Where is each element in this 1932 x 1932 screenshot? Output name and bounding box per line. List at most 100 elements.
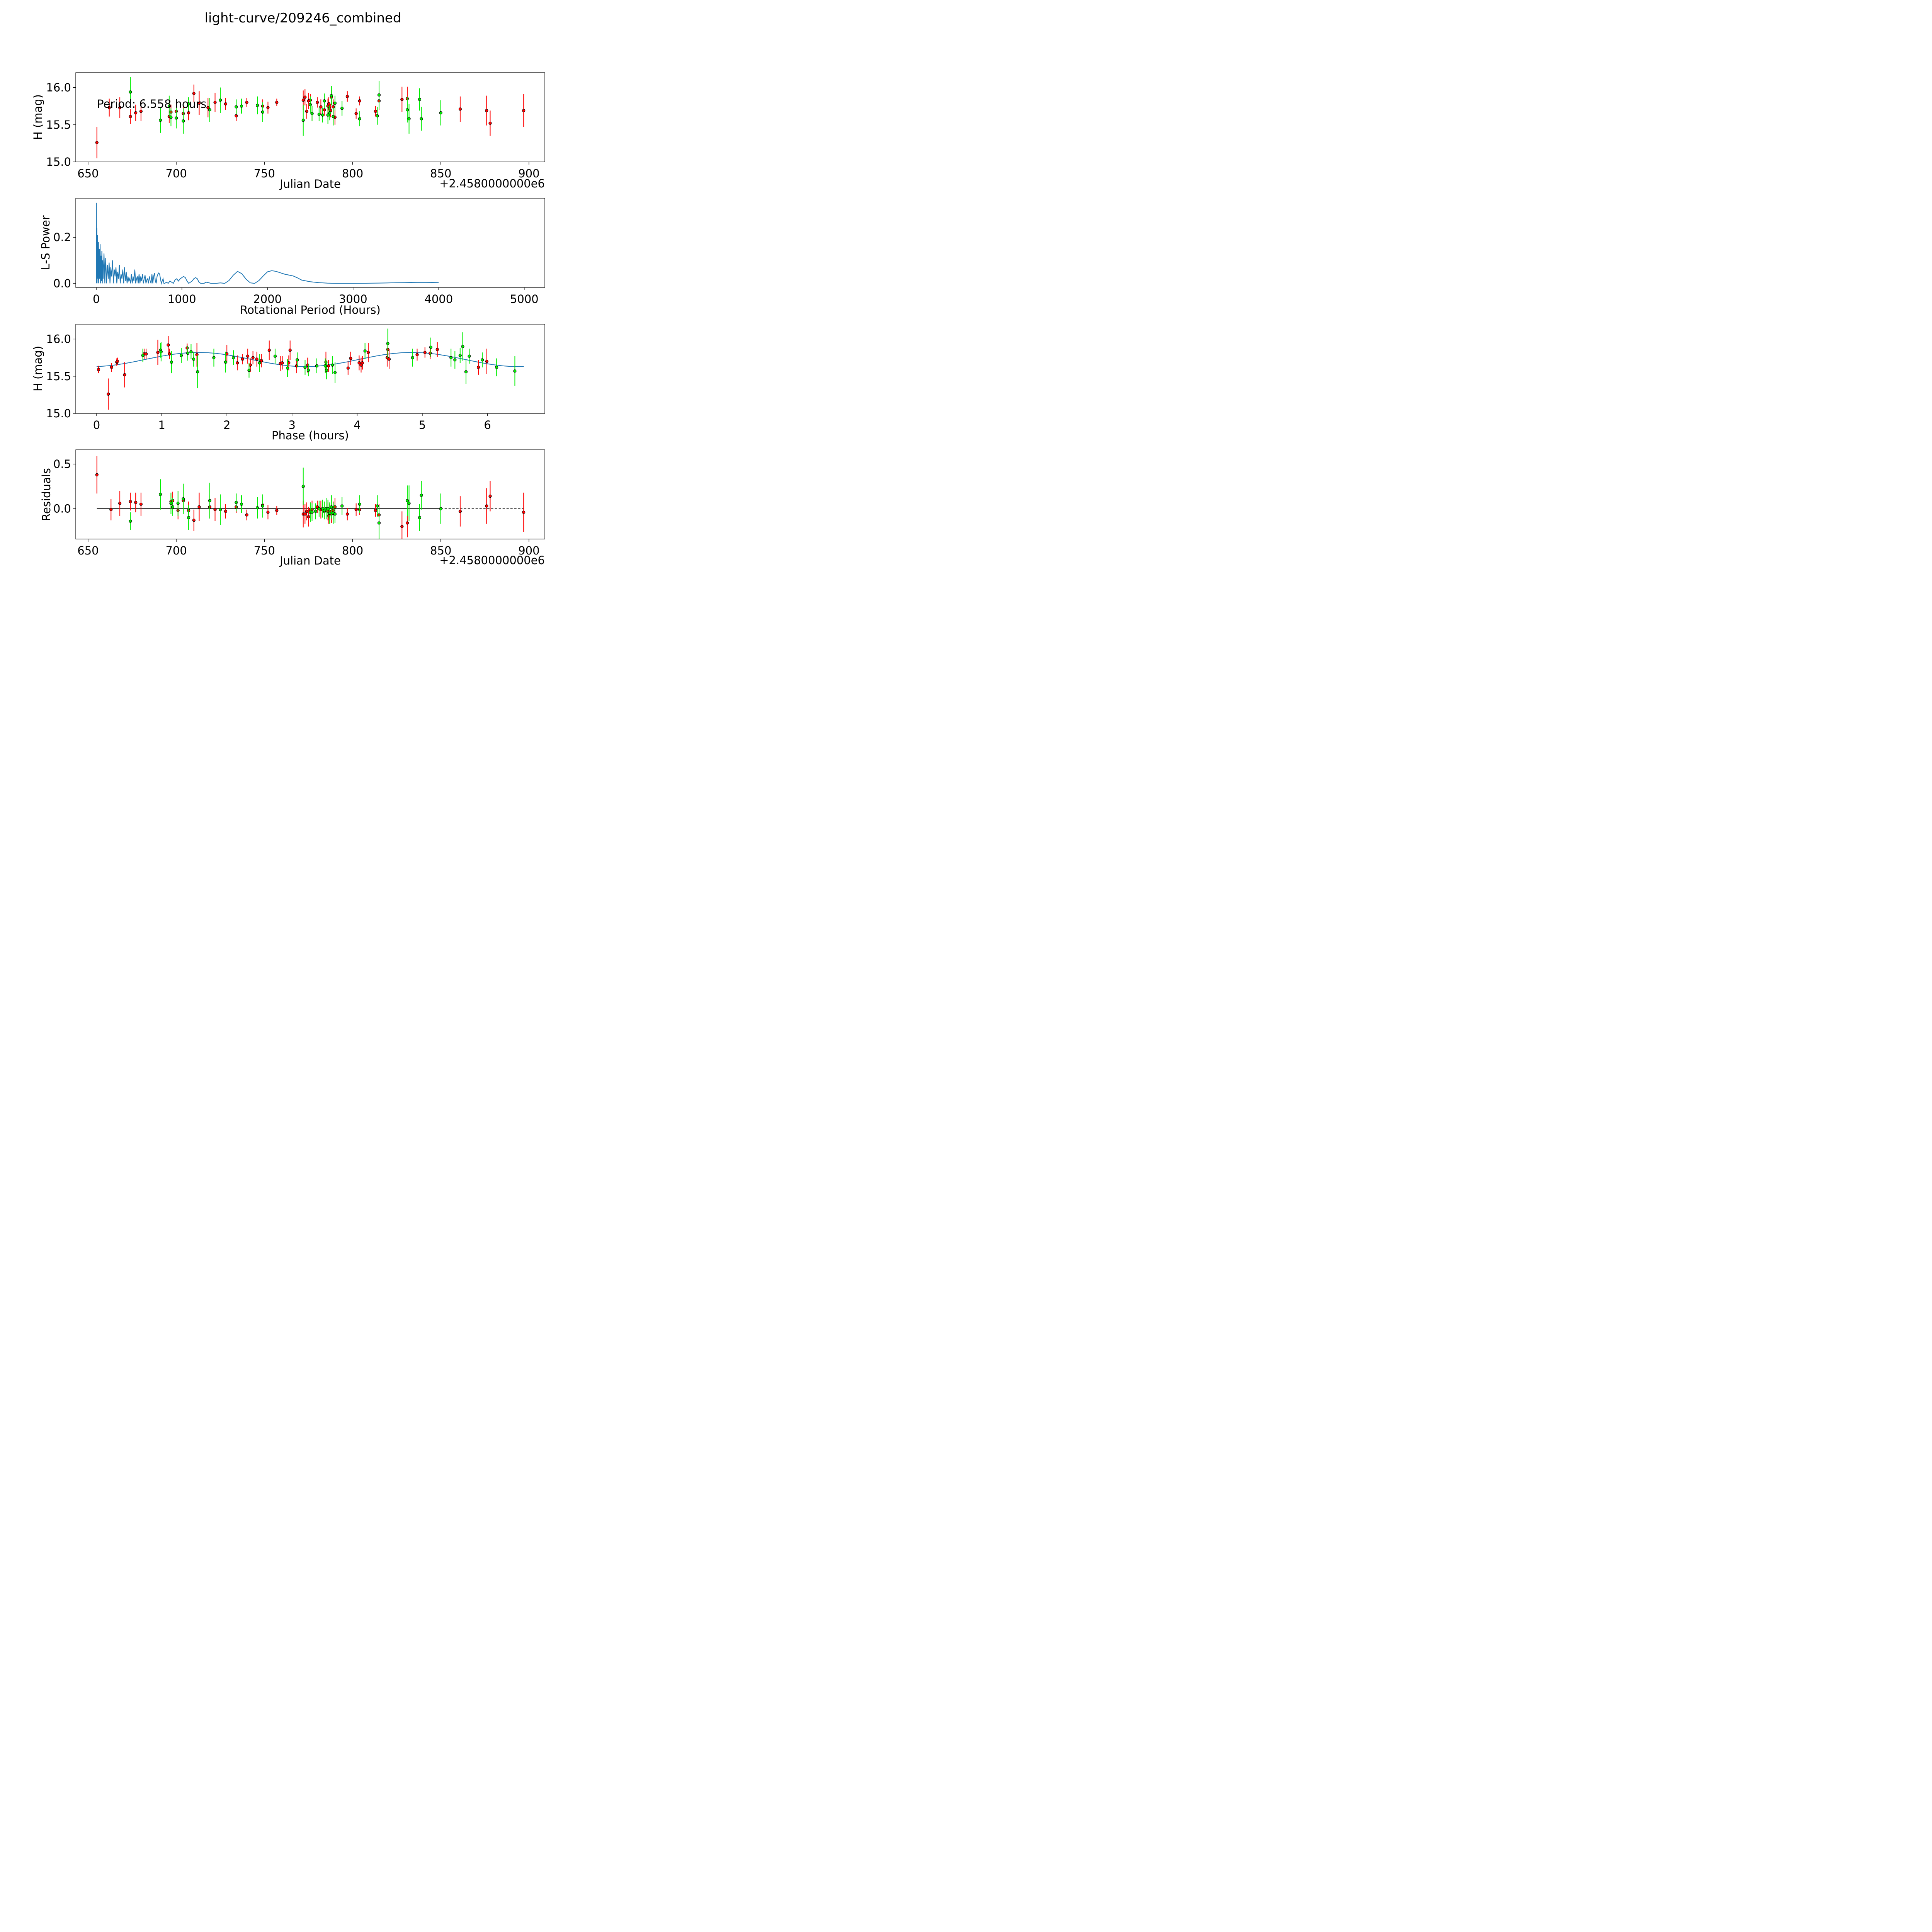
phase-green-point xyxy=(303,366,307,369)
lightcurve-green-point xyxy=(376,114,379,117)
residuals-panel: 650 700 750 800 850 900 0.0 0.5 Julian Date Res… xyxy=(40,449,545,567)
lightcurve-red-point xyxy=(485,109,488,112)
lightcurve-red-point xyxy=(316,100,319,104)
residuals-red-point xyxy=(488,495,492,498)
residuals-red-point xyxy=(129,500,132,503)
phase-x-tick-label: 6 xyxy=(484,418,491,432)
periodogram-series-line xyxy=(96,202,439,285)
lightcurve-x-tick-label: 850 xyxy=(430,167,451,180)
phase-x-tick-label: 5 xyxy=(419,418,426,432)
period-annotation: Period: 6.558 hours xyxy=(97,97,206,111)
phase-red-point xyxy=(423,351,427,354)
lightcurve-red-point xyxy=(303,95,307,99)
phase-red-point xyxy=(97,368,100,371)
lightcurve-green-point xyxy=(169,116,173,119)
residuals-red-point xyxy=(197,505,201,509)
lightcurve-green-point xyxy=(439,111,442,115)
residuals-green-point xyxy=(169,502,173,505)
lightcurve-y-tick-label: 15.5 xyxy=(46,118,71,131)
phase-y-axis-label: H (mag) xyxy=(31,346,44,391)
residuals-axes: 650 700 750 800 850 900 0.0 0.5 xyxy=(53,449,545,557)
lightcurve-green-point xyxy=(182,119,185,123)
lightcurve-green-point xyxy=(333,101,337,105)
residuals-red-point xyxy=(458,510,462,513)
residuals-x-tick-label: 650 xyxy=(77,544,99,557)
periodogram-panel: 0 1000 2000 3000 4000 5000 0.0 0.2 Rotational P… xyxy=(39,198,545,316)
residuals-marks xyxy=(95,456,526,539)
lightcurve-green-point xyxy=(407,117,411,121)
phase-green-point xyxy=(468,354,471,358)
phase-red-point xyxy=(123,373,126,377)
periodogram-x-tick-label: 1000 xyxy=(168,293,196,306)
phase-frame xyxy=(75,324,545,414)
periodogram-x-axis-label: Rotational Period (Hours) xyxy=(240,303,381,316)
phase-green-point xyxy=(323,364,327,367)
phase-red-point xyxy=(167,343,170,347)
phase-green-point xyxy=(170,361,173,364)
lightcurve-y-axis-label: H (mag) xyxy=(31,94,44,140)
residuals-red-point xyxy=(213,508,217,511)
periodogram-y-tick-label: 0.0 xyxy=(53,277,71,290)
lightcurve-red-point xyxy=(118,106,122,109)
residuals-green-point xyxy=(158,493,162,496)
residuals-green-point xyxy=(129,519,132,523)
residuals-green-point xyxy=(240,502,243,506)
lightcurve-red-point xyxy=(345,95,349,98)
lightcurve-green-point xyxy=(235,105,238,109)
lightcurve-red-point xyxy=(235,114,238,117)
residuals-red-point xyxy=(275,509,279,512)
phase-green-point xyxy=(513,369,517,373)
phase-red-point xyxy=(361,361,364,365)
periodogram-y-tick-label: 0.2 xyxy=(53,231,71,244)
lightcurve-green-point xyxy=(261,110,264,114)
residuals-red-point xyxy=(405,521,409,525)
lightcurve-red-point xyxy=(323,108,326,112)
periodogram-x-tick-label: 0 xyxy=(93,293,100,306)
phase-x-tick-label: 1 xyxy=(158,418,165,432)
phase-marks xyxy=(96,328,524,410)
lightcurve-red-point xyxy=(134,111,138,115)
phase-x-tick-label: 0 xyxy=(93,418,100,432)
lightcurve-axes: 650 700 750 800 850 900 15.0 15.5 16.0 xyxy=(46,72,545,180)
residuals-green-point xyxy=(187,516,190,519)
phase-green-point xyxy=(458,354,462,357)
residuals-x-tick-label: 700 xyxy=(165,544,187,557)
residuals-x-tick-label: 900 xyxy=(518,544,539,557)
lightcurve-red-point xyxy=(301,99,305,102)
lightcurve-red-point xyxy=(488,121,492,125)
lightcurve-red-point xyxy=(458,107,462,111)
phase-plot-area xyxy=(96,328,524,410)
residuals-red-point xyxy=(192,519,196,522)
residuals-red-point xyxy=(374,509,377,512)
residuals-red-point xyxy=(485,504,488,508)
residuals-red-point xyxy=(266,510,270,514)
phase-green-point xyxy=(186,351,190,355)
lightcurve-green-point xyxy=(420,117,423,121)
periodogram-axes: 0 1000 2000 3000 4000 5000 0.0 0.2 xyxy=(53,198,545,306)
lightcurve-green-point xyxy=(328,111,332,115)
periodogram-x-tick-label: 2000 xyxy=(253,293,282,306)
residuals-green-point xyxy=(420,493,423,497)
lightcurve-frame xyxy=(75,72,545,162)
residuals-x-tick-label: 800 xyxy=(342,544,363,557)
lightcurve-green-point xyxy=(326,113,330,117)
phase-y-tick-label: 16.0 xyxy=(46,333,71,346)
residuals-x-axis-label: Julian Date xyxy=(279,554,341,567)
periodogram-frame xyxy=(75,198,545,288)
phase-red-point xyxy=(349,357,352,360)
phase-red-point xyxy=(107,392,110,396)
phase-red-point xyxy=(476,366,480,369)
phase-green-point xyxy=(411,356,414,359)
periodogram-x-tick-label: 5000 xyxy=(510,293,539,306)
phase-red-point xyxy=(116,360,119,363)
lightcurve-red-point xyxy=(139,110,143,113)
residuals-red-point xyxy=(345,512,349,516)
residuals-green-point xyxy=(376,504,379,508)
residuals-plot-area xyxy=(95,456,526,539)
phase-green-point xyxy=(231,356,235,359)
residuals-green-point xyxy=(439,507,442,510)
lightcurve-x-tick-label: 650 xyxy=(77,167,99,180)
residuals-green-point xyxy=(407,502,411,505)
residuals-red-point xyxy=(109,508,113,511)
lightcurve-red-point xyxy=(107,106,111,109)
